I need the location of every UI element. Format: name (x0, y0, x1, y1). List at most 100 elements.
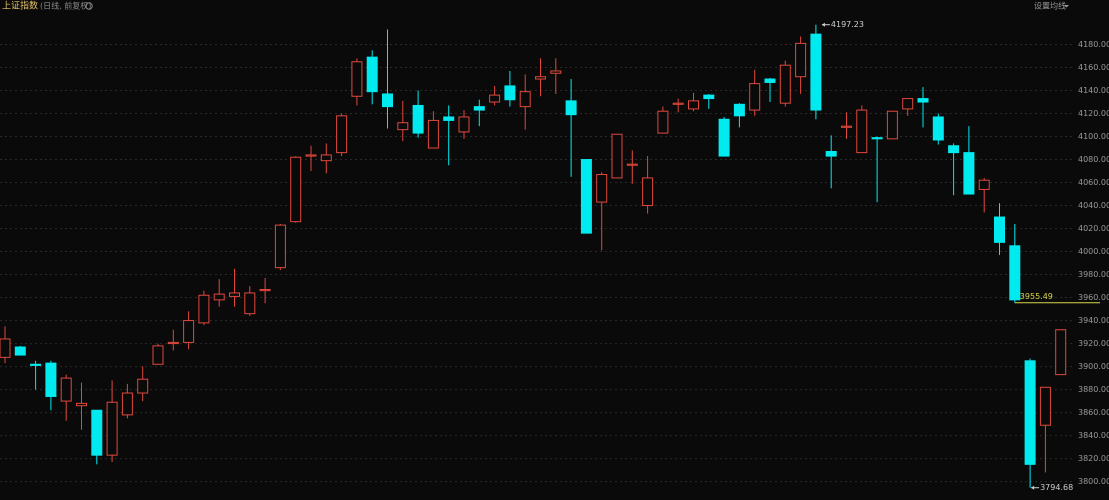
candle-body (779, 64, 791, 104)
y-tick-label: 3980.00 (1078, 270, 1109, 279)
candle-body (856, 109, 868, 154)
candle-body (688, 100, 699, 110)
y-tick-label: 4120.00 (1078, 109, 1109, 118)
candle-body (45, 362, 57, 397)
y-tick-label: 3880.00 (1078, 385, 1109, 394)
candle-body (91, 409, 103, 456)
candle-body (703, 94, 715, 100)
candle-body (825, 150, 837, 157)
candle-body (642, 177, 654, 207)
candle-body (948, 145, 960, 154)
candle-body (14, 346, 26, 356)
y-tick-label: 4160.00 (1078, 63, 1109, 72)
candle-body (0, 338, 11, 358)
y-tick-label: 4020.00 (1078, 224, 1109, 233)
candle-body (871, 137, 883, 140)
y-tick-label: 4000.00 (1078, 247, 1109, 256)
y-tick-label: 3960.00 (1078, 293, 1109, 302)
candle-body (458, 116, 470, 133)
candle-body (672, 102, 684, 105)
candle-body (30, 363, 42, 366)
candle-body (565, 100, 577, 116)
candle-body (580, 159, 592, 234)
candle-body (443, 116, 455, 121)
y-tick-label: 3800.00 (1078, 477, 1109, 486)
candle-body (489, 94, 501, 103)
candle-body (1039, 386, 1051, 426)
marker-label: 3955.49 (1020, 292, 1053, 301)
y-tick-label: 4060.00 (1078, 178, 1109, 187)
candle-body (229, 292, 240, 297)
candle-body (259, 289, 271, 292)
candle-body (749, 83, 761, 111)
candle-body (397, 122, 409, 131)
y-tick-label: 4080.00 (1078, 155, 1109, 164)
y-tick-label: 3860.00 (1078, 408, 1109, 417)
candle-body (244, 292, 256, 315)
candle-body (994, 216, 1005, 243)
y-tick-label: 3920.00 (1078, 339, 1109, 348)
y-tick-label: 4180.00 (1078, 40, 1109, 49)
candle-body (1009, 245, 1021, 301)
candle-body (1055, 329, 1067, 376)
candle-body (764, 78, 776, 83)
candle-body (121, 392, 133, 416)
candle-body (60, 377, 72, 402)
candle-body (733, 103, 745, 117)
settings-button[interactable]: 设置均线 (1034, 1, 1066, 11)
candle-body (366, 56, 378, 93)
candle-body (152, 345, 164, 365)
candle-body (290, 156, 302, 223)
annotation-arrowhead (821, 22, 825, 27)
candle-body (550, 70, 562, 74)
candle-body (978, 179, 990, 190)
candle-body (412, 104, 424, 134)
y-tick-label: 3940.00 (1078, 316, 1109, 325)
y-tick-label: 3840.00 (1078, 431, 1109, 440)
candle-body (886, 110, 898, 140)
annotation-arrowhead (1031, 485, 1035, 490)
candle-body (519, 91, 531, 108)
dropdown-arrow[interactable] (1064, 5, 1069, 8)
candle-body (1024, 360, 1036, 465)
candle-body (657, 110, 669, 134)
candle-body (963, 152, 975, 195)
candle-body (183, 320, 195, 343)
candle-body (611, 133, 623, 179)
candle-body (596, 173, 608, 203)
candle-body (382, 93, 393, 108)
candle-body (198, 294, 210, 324)
candle-body (473, 106, 485, 111)
y-tick-label: 4040.00 (1078, 201, 1109, 210)
settings-icon[interactable] (85, 2, 93, 10)
candle-body (336, 115, 348, 154)
candle-body (810, 33, 822, 111)
candle-body (841, 125, 852, 128)
y-tick-label: 3820.00 (1078, 454, 1109, 463)
candle-body (106, 401, 118, 456)
y-tick-label: 4100.00 (1078, 132, 1109, 141)
candle-body (932, 116, 944, 141)
candle-body (427, 119, 439, 149)
candle-body (76, 402, 87, 407)
candle-body (167, 341, 179, 345)
candle-body (535, 76, 546, 80)
annotation-label: 3794.68 (1040, 483, 1073, 492)
annotation-label: 4197.23 (831, 20, 864, 29)
candle-body (351, 61, 363, 97)
chart-subtitle: (日线, 前复权) (40, 1, 91, 11)
candle-body (795, 42, 807, 78)
candle-body (305, 154, 317, 157)
y-tick-label: 3900.00 (1078, 362, 1109, 371)
candle-body (626, 163, 638, 166)
candle-body (320, 154, 332, 162)
candle-body (137, 378, 149, 394)
candle-body (213, 293, 225, 301)
y-tick-label: 4140.00 (1078, 86, 1109, 95)
candle-body (917, 98, 929, 103)
candle-body (902, 98, 914, 110)
candle-body (504, 85, 516, 101)
candle-body (718, 118, 730, 157)
